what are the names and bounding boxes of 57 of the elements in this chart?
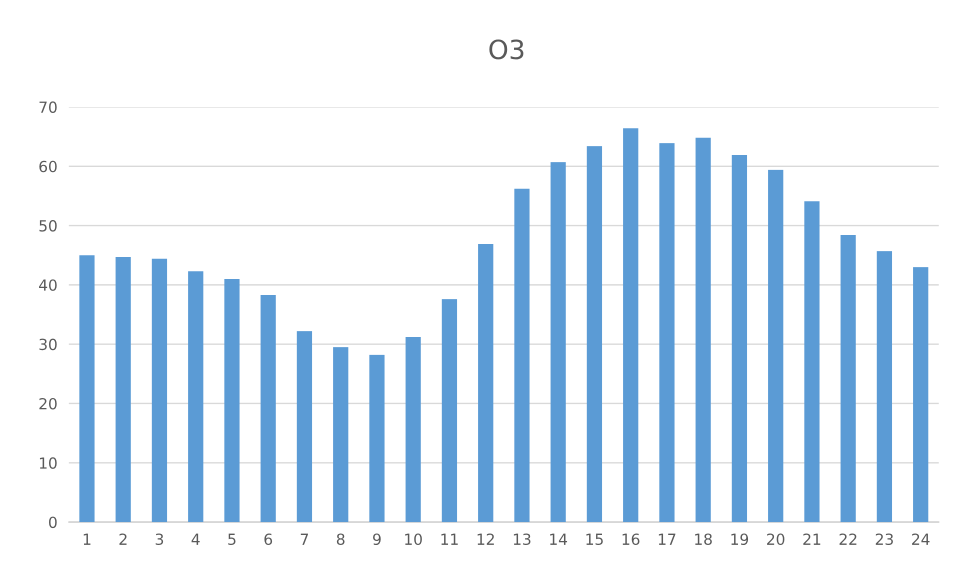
x-tick-label: 20 <box>767 533 784 546</box>
x-tick-label: 17 <box>658 534 676 545</box>
bar <box>369 354 385 522</box>
x-tick-label: 6 <box>264 533 272 546</box>
x-tick-label: 9 <box>373 533 381 546</box>
bar <box>696 138 711 522</box>
bar <box>804 201 820 522</box>
bar <box>79 255 95 522</box>
x-tick-label: 3 <box>156 533 164 546</box>
x-tick-label: 15 <box>586 534 603 546</box>
y-tick-label: 50 <box>39 220 57 232</box>
x-tick-label: 7 <box>300 534 308 545</box>
bar <box>514 188 530 522</box>
y-tick-label: 0 <box>49 516 57 528</box>
bar <box>188 271 204 522</box>
chart-title: O3 <box>489 39 524 60</box>
x-tick-label: 22 <box>840 533 856 545</box>
x-tick-label: 5 <box>228 534 236 546</box>
x-tick-label: 18 <box>695 533 712 546</box>
y-tick-label: 70 <box>40 101 57 113</box>
bar <box>586 146 602 522</box>
bar <box>623 128 638 522</box>
y-tick-label: 30 <box>39 338 57 350</box>
x-tick-label: 23 <box>876 533 893 546</box>
bar <box>260 294 276 522</box>
x-tick-label: 13 <box>514 533 530 546</box>
x-tick-label: 24 <box>912 533 930 545</box>
x-tick-label: 10 <box>405 533 422 546</box>
bar <box>224 278 240 522</box>
bar <box>116 256 131 522</box>
bar <box>913 267 928 522</box>
y-tick-label: 10 <box>40 457 57 469</box>
x-tick-label: 11 <box>441 534 458 545</box>
bar <box>442 299 458 522</box>
x-tick-label: 19 <box>731 533 748 546</box>
y-tick-label: 40 <box>39 279 57 291</box>
bar <box>333 347 348 522</box>
bar <box>296 331 312 522</box>
bar <box>876 251 892 522</box>
bar <box>152 258 168 522</box>
bar <box>768 170 784 522</box>
x-tick-label: 2 <box>119 533 127 545</box>
x-tick-label: 16 <box>622 533 640 546</box>
bar <box>840 235 856 522</box>
bar <box>732 154 748 522</box>
y-tick-label: 60 <box>39 160 57 172</box>
x-tick-label: 1 <box>84 534 90 545</box>
bar <box>659 143 675 522</box>
x-tick-label: 14 <box>550 534 568 545</box>
bar <box>550 162 566 522</box>
x-tick-label: 4 <box>192 534 200 545</box>
y-tick-label: 20 <box>39 398 57 410</box>
x-tick-label: 12 <box>478 533 494 545</box>
bar <box>406 337 421 522</box>
x-tick-label: 21 <box>803 533 820 545</box>
x-tick-label: 8 <box>336 533 345 546</box>
bar <box>478 244 494 522</box>
